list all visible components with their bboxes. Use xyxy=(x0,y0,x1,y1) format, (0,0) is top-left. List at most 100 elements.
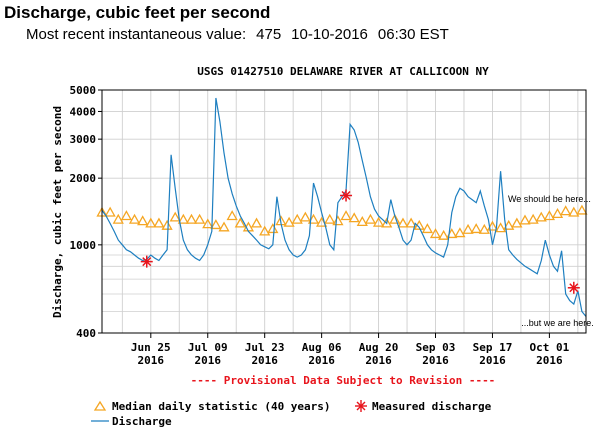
x-tick-label: Sep 03 xyxy=(416,341,456,354)
grid xyxy=(102,89,586,334)
median-marker xyxy=(194,213,206,224)
median-marker xyxy=(210,219,222,230)
discharge-series-line xyxy=(101,97,587,317)
median-marker xyxy=(283,216,295,227)
median-marker xyxy=(332,215,344,226)
x-tick-label: Aug 20 xyxy=(359,341,399,354)
median-marker xyxy=(405,217,417,228)
plot-frame xyxy=(101,89,587,334)
y-tick-label: 2000 xyxy=(70,172,97,185)
median-marker xyxy=(486,220,499,231)
y-axis-ticks: 400 1000 2000 3000 4000 5000 xyxy=(70,84,102,340)
median-marker xyxy=(560,205,572,216)
x-tick-year: 2016 xyxy=(251,354,278,367)
median-marker xyxy=(299,211,311,222)
x-tick-year: 2016 xyxy=(138,354,165,367)
annotation-label: We should be here... xyxy=(508,194,591,204)
median-marker xyxy=(519,214,531,225)
x-tick-label: Jul 23 xyxy=(245,341,285,354)
x-tick-year: 2016 xyxy=(479,354,506,367)
median-marker xyxy=(259,225,271,236)
x-tick-year: 2016 xyxy=(365,354,392,367)
median-marker xyxy=(494,222,507,233)
x-tick-label: Aug 06 xyxy=(302,341,342,354)
median-marker xyxy=(551,208,564,219)
median-marker xyxy=(234,217,246,228)
median-marker xyxy=(226,210,238,221)
y-tick-label: 3000 xyxy=(70,133,97,146)
x-tick-label: Jun 25 xyxy=(131,341,171,354)
median-marker xyxy=(250,217,263,228)
median-marker xyxy=(568,206,580,217)
median-marker xyxy=(356,216,368,226)
x-tick-year: 2016 xyxy=(536,354,563,367)
recent-value-line: Most recent instantaneous value: 475 10-10… xyxy=(26,26,459,43)
legend: Median daily statistic (40 years) Measur… xyxy=(91,400,492,428)
median-marker xyxy=(104,206,116,217)
y-tick-label: 400 xyxy=(76,327,96,340)
median-marker xyxy=(137,215,149,226)
median-marker xyxy=(161,219,173,230)
chart-title: USGS 01427510 DELAWARE RIVER AT CALLICOO… xyxy=(197,65,489,78)
measured-marker xyxy=(140,255,153,268)
median-marker xyxy=(381,217,393,228)
median-marker xyxy=(169,211,181,222)
median-marker xyxy=(177,213,189,224)
x-tick-year: 2016 xyxy=(308,354,335,367)
legend-measured-label: Measured discharge xyxy=(372,400,492,413)
median-marker xyxy=(454,227,466,238)
annotations: We should be here... ...but we are here. xyxy=(508,194,594,328)
median-marker xyxy=(185,213,198,224)
median-marker xyxy=(153,217,165,228)
median-marker xyxy=(364,213,377,224)
median-marker xyxy=(291,213,303,224)
median-marker xyxy=(128,213,141,224)
median-marker xyxy=(511,217,523,228)
y-tick-label: 1000 xyxy=(70,239,97,252)
revision-note: ---- Provisional Data Subject to Revisio… xyxy=(191,374,496,387)
median-marker xyxy=(478,223,490,234)
median-marker xyxy=(120,210,133,221)
y-tick-label: 5000 xyxy=(70,84,97,97)
median-marker xyxy=(397,217,409,228)
median-marker xyxy=(324,213,336,224)
legend-median-label: Median daily statistic (40 years) xyxy=(112,400,331,413)
median-marker xyxy=(202,218,214,229)
median-marker xyxy=(348,212,360,223)
median-marker xyxy=(535,211,547,222)
median-marker xyxy=(527,213,539,224)
median-marker xyxy=(429,228,442,239)
recent-value: 475 xyxy=(256,26,282,43)
measured-marker xyxy=(340,189,353,202)
median-marker xyxy=(576,204,588,215)
recent-value-time: 06:30 EST xyxy=(377,26,449,43)
legend-median-marker xyxy=(93,400,107,411)
x-tick-year: 2016 xyxy=(422,354,449,367)
median-marker xyxy=(503,219,515,230)
x-tick-label: Oct 01 xyxy=(530,341,570,354)
median-marker xyxy=(340,210,352,221)
recent-value-date: 10-10-2016 xyxy=(291,26,368,43)
median-marker xyxy=(389,213,401,224)
page-title: Discharge, cubic feet per second xyxy=(4,3,271,22)
median-marker xyxy=(462,223,474,234)
median-marker xyxy=(470,223,482,234)
annotation-label: ...but we are here. xyxy=(521,318,594,328)
y-axis-label: Discharge, cubic feet per second xyxy=(51,106,64,318)
y-tick-label: 4000 xyxy=(70,105,97,118)
x-tick-label: Jul 09 xyxy=(188,341,228,354)
median-marker xyxy=(145,217,157,228)
median-marker xyxy=(421,223,433,234)
median-marker xyxy=(112,213,124,224)
x-tick-label: Sep 17 xyxy=(473,341,513,354)
recent-value-label: Most recent instantaneous value: xyxy=(26,26,247,43)
measured-series xyxy=(140,189,580,294)
measured-marker xyxy=(567,281,580,294)
median-marker xyxy=(372,216,385,227)
legend-measured-marker xyxy=(355,400,367,412)
median-marker xyxy=(438,229,450,240)
median-marker xyxy=(267,223,279,234)
x-tick-year: 2016 xyxy=(194,354,221,367)
